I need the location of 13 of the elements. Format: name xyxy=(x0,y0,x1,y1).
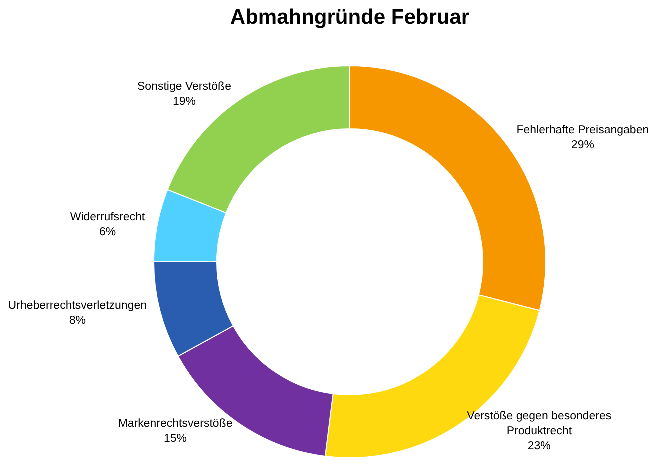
data-label: 23% xyxy=(528,440,551,453)
data-label: 8% xyxy=(69,315,86,328)
data-label: 6% xyxy=(99,226,116,238)
chart-title: Abmahngründe Februar xyxy=(230,6,470,29)
slice-label: Urheberrechtsverletzungen xyxy=(8,300,148,312)
data-label: 15% xyxy=(164,433,188,446)
slice-label: Markenrechtsverstöße xyxy=(118,418,233,430)
slice-label: Verstöße gegen besonderes Produktrecht xyxy=(467,410,612,438)
slice-label: Fehlerhafte Preisangaben xyxy=(516,124,650,136)
data-label: 29% xyxy=(571,139,594,152)
data-label: 19% xyxy=(172,96,196,108)
slice-label: Sonstige Verstöße xyxy=(138,80,232,93)
slice-label: Widerrufsrecht xyxy=(70,211,146,224)
